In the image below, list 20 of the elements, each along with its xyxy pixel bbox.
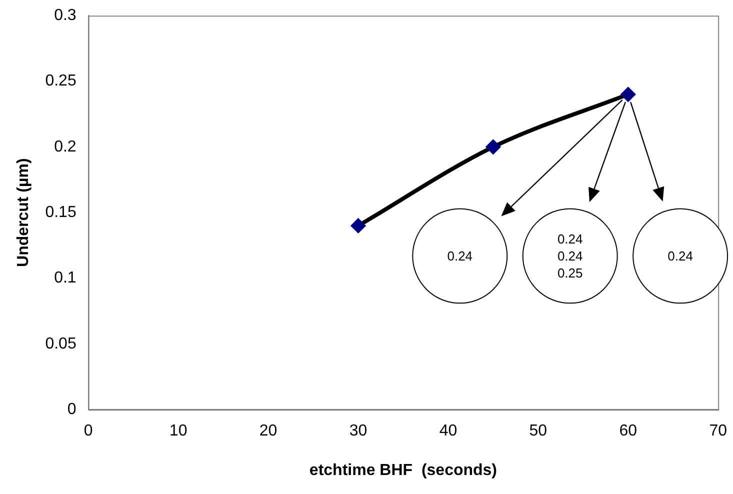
y-tick-label: 0.05 — [45, 335, 76, 352]
y-tick-label: 0.3 — [54, 7, 76, 24]
y-tick-label: 0 — [67, 401, 76, 418]
annotation: 0.24 0.24 0.25 — [556, 230, 584, 282]
x-tick-label: 10 — [169, 422, 188, 440]
x-tick-label: 20 — [259, 422, 278, 440]
y-tick-label: 0.15 — [45, 204, 76, 222]
annotation: 0.24 — [446, 247, 474, 264]
y-tick-label: 0.25 — [45, 72, 76, 90]
y-tick-label: 0.2 — [54, 138, 76, 156]
x-tick-label: 40 — [439, 422, 458, 440]
x-tick-label: 70 — [709, 422, 728, 440]
x-tick-label: 30 — [349, 422, 368, 440]
x-tick-label: 50 — [529, 422, 548, 440]
x-axis-title: etchtime BHF (seconds) — [309, 462, 498, 479]
x-tick-label: 0 — [84, 422, 93, 440]
x-tick-label: 60 — [619, 422, 638, 440]
y-axis-title: Undercut (µm) — [15, 158, 32, 267]
y-tick-label: 0.1 — [54, 270, 76, 287]
annotation: 0.24 — [666, 247, 694, 264]
